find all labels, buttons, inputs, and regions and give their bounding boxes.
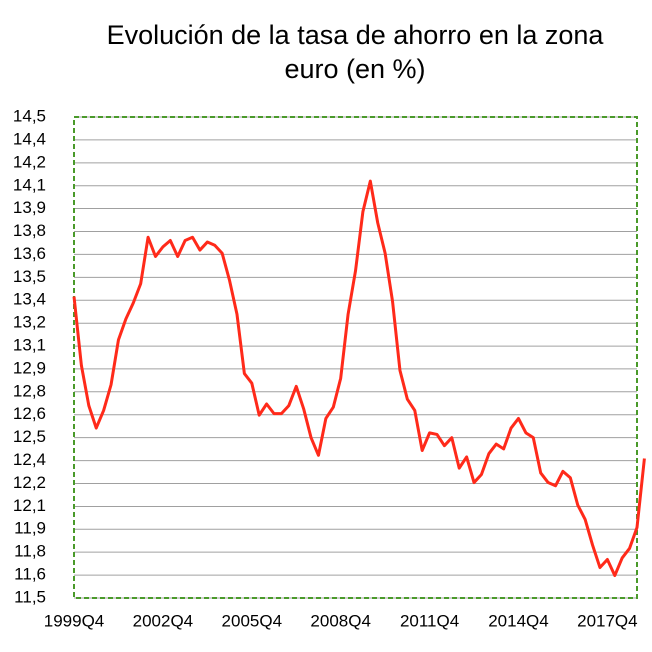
y-tick-label: 12,1: [13, 496, 46, 515]
y-tick-label: 13,5: [13, 267, 46, 286]
x-tick-label: 2005Q4: [222, 611, 283, 630]
y-tick-label: 13,9: [13, 198, 46, 217]
x-tick-label: 1999Q4: [44, 611, 105, 630]
plot-frame: [73, 116, 638, 599]
y-tick-label: 12,4: [13, 450, 46, 469]
x-tick-label: 2017Q4: [577, 611, 638, 630]
y-tick-label: 13,4: [13, 290, 46, 309]
y-tick-label: 11,8: [14, 542, 46, 561]
y-tick-label: 13,2: [13, 313, 46, 332]
y-tick-label: 11,9: [14, 519, 46, 538]
y-tick-label: 12,5: [13, 427, 46, 446]
y-tick-label: 13,1: [13, 336, 46, 355]
y-tick-label: 14,2: [13, 152, 46, 171]
y-tick-label: 14,5: [13, 106, 46, 125]
chart-title: Evolución de la tasa de ahorro en la zon…: [106, 20, 604, 84]
x-tick-label: 2002Q4: [133, 611, 194, 630]
y-tick-label: 14,1: [13, 175, 46, 194]
y-tick-label: 13,8: [13, 221, 46, 240]
y-tick-label: 12,6: [13, 404, 46, 423]
y-tick-label: 14,4: [13, 129, 46, 148]
y-tick-label: 12,9: [13, 358, 46, 377]
x-tick-label: 2011Q4: [400, 611, 459, 630]
x-tick-label: 2014Q4: [488, 611, 549, 630]
y-tick-label: 12,2: [13, 473, 46, 492]
y-tick-label: 12,8: [13, 381, 46, 400]
y-tick-label: 11,6: [14, 565, 46, 584]
y-tick-label: 11,5: [14, 587, 46, 606]
x-tick-label: 2008Q4: [310, 611, 371, 630]
data-line: [72, 179, 646, 578]
y-tick-label: 13,6: [13, 244, 46, 263]
